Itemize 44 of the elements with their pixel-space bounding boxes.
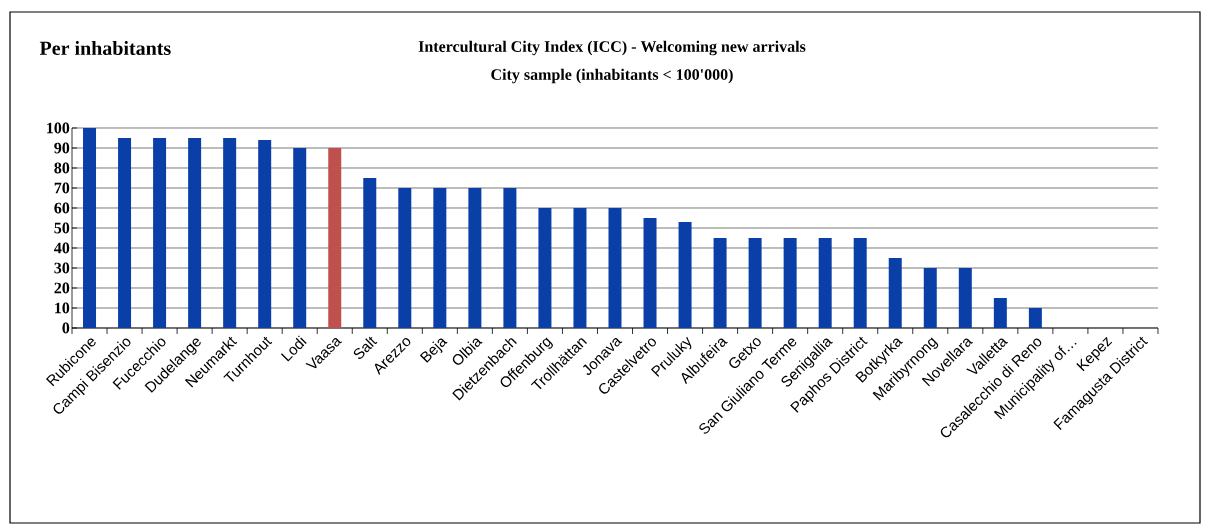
- bar: [83, 127, 97, 328]
- bar: [573, 207, 587, 328]
- y-tick-label: 100: [47, 122, 70, 134]
- bar: [1028, 307, 1042, 328]
- text: Per inhabitants: [39, 40, 171, 56]
- bar: [223, 137, 237, 328]
- bar: [468, 187, 482, 328]
- bar: [643, 217, 657, 328]
- y-tick-label: 80: [54, 162, 70, 174]
- y-tick-label: 50: [54, 222, 70, 234]
- bar: [398, 187, 412, 328]
- bar: [853, 237, 867, 328]
- bar: [188, 137, 202, 328]
- bar: [363, 177, 377, 328]
- chart-subtitle: City sample (inhabitants < 100'000): [491, 68, 733, 84]
- bar: [153, 137, 167, 328]
- y-tick-label: 60: [54, 202, 70, 214]
- bar: [923, 267, 937, 328]
- y-tick-label: 40: [54, 242, 70, 254]
- bar: [713, 237, 727, 328]
- y-tick-label: 70: [54, 182, 70, 194]
- y-tick-label: 90: [54, 142, 70, 154]
- bar: [958, 267, 972, 328]
- y-tick-label: 0: [62, 322, 70, 334]
- bar: [748, 237, 762, 328]
- bar: [818, 237, 832, 328]
- bar: [888, 257, 902, 328]
- x-tick-label: Salt: [353, 336, 378, 359]
- y-tick-label: 30: [54, 262, 70, 274]
- bar: [783, 237, 797, 328]
- bar: [258, 139, 272, 328]
- chart-title: Intercultural City Index (ICC) - Welcoming new arrivals: [418, 40, 806, 56]
- bar: [118, 137, 132, 328]
- bar: [678, 221, 692, 328]
- bar: [503, 187, 517, 328]
- bar: [293, 147, 307, 328]
- x-tick-label: Beja: [419, 338, 448, 363]
- bar: [538, 207, 552, 328]
- bar: [608, 207, 622, 328]
- bar: [328, 147, 342, 328]
- y-tick-label: 10: [55, 302, 70, 314]
- y-tick-label: 20: [54, 282, 70, 294]
- bar: [993, 297, 1007, 328]
- bar: [433, 187, 447, 328]
